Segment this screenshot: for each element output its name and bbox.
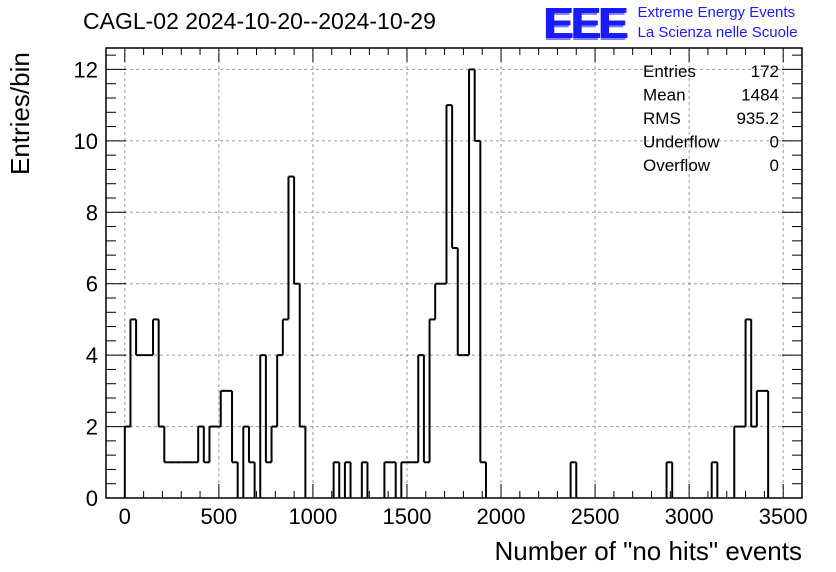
y-tick-label: 8: [86, 200, 98, 225]
eee-logo-text: Extreme Energy Events La Scienza nelle S…: [638, 3, 798, 43]
stats-value: 172: [751, 62, 779, 81]
stats-label: Entries: [643, 62, 696, 81]
eee-logo: EEE Extreme Energy Events La Scienza nel…: [543, 2, 798, 46]
chart-title: CAGL-02 2024-10-20--2024-10-29: [83, 8, 436, 34]
plot-frame: [105, 47, 803, 499]
stats-label: Overflow: [643, 156, 711, 175]
stats-box: Entries 172 Mean 1484 RMS 935.2 Underflow 0 Over…: [643, 62, 779, 175]
stats-label: Underflow: [643, 133, 720, 152]
logo-line-2: La Scienza nelle Scuole: [637, 24, 798, 41]
x-tick-label: 3000: [665, 504, 714, 529]
grid-lines: [106, 48, 802, 498]
x-tick-label: 2000: [477, 504, 526, 529]
x-tick-label: 1500: [382, 504, 431, 529]
x-tick-label: 500: [201, 504, 238, 529]
eee-logo-mark: EEE: [543, 0, 627, 48]
x-tick-labels: 0 500 1000 1500 2000 2500 3000 3500: [119, 504, 808, 529]
x-tick-label: 1000: [288, 504, 337, 529]
x-tick-label: 0: [119, 504, 131, 529]
y-tick-label: 6: [86, 272, 98, 297]
stats-label: Mean: [643, 86, 686, 105]
stats-value: 1484: [741, 86, 779, 105]
logo-line-1: Extreme Energy Events: [637, 4, 796, 21]
stats-value: 0: [770, 156, 779, 175]
x-tick-label: 3500: [759, 504, 808, 529]
stats-label: RMS: [643, 109, 681, 128]
stats-value: 0: [770, 133, 779, 152]
y-tick-label: 10: [74, 129, 98, 154]
y-tick-label: 12: [74, 57, 98, 82]
x-axis-label: Number of "no hits" events: [494, 536, 803, 566]
stats-value: 935.2: [736, 109, 779, 128]
y-tick-label: 2: [86, 415, 98, 440]
y-tick-labels: 0 2 4 6 8 10 12: [74, 57, 98, 511]
x-tick-label: 2500: [571, 504, 620, 529]
axes: [105, 47, 803, 499]
y-tick-label: 0: [86, 486, 98, 511]
y-tick-label: 4: [86, 343, 98, 368]
